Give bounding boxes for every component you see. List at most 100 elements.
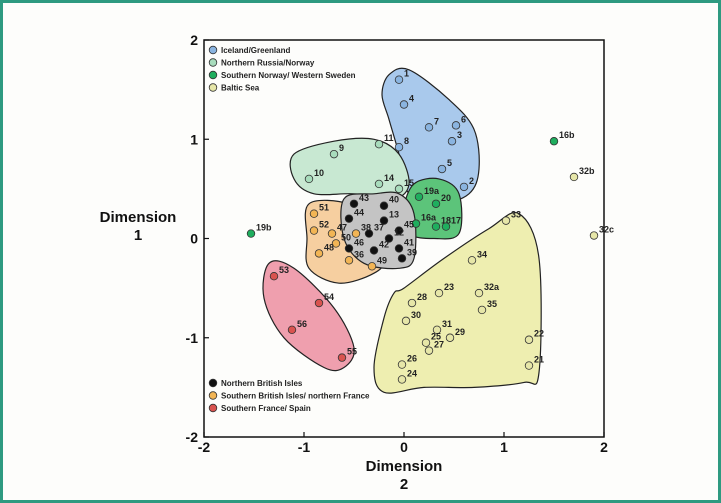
legend-swatch [208,45,218,55]
point-label: 14 [384,173,394,183]
x-tick-label: -1 [298,439,311,455]
point-label: 48 [324,242,334,252]
point-label: 4 [409,94,414,104]
point-label: 1 [404,69,409,79]
data-point [447,137,457,146]
data-point [394,244,404,253]
point-label: 39 [407,247,417,257]
x-tick-label: 2 [600,439,608,455]
legend-swatch [208,378,218,388]
cluster-region [373,211,542,394]
legend-bottom: Northern British Isles Southern British I… [208,378,370,413]
data-point [309,209,319,218]
point-label: 16a [421,213,437,223]
point-label: 7 [434,116,439,126]
point-label: 46 [354,237,364,247]
legend-swatch [208,58,218,67]
data-point [524,361,534,370]
point-label: 6 [461,114,466,124]
point-label: 15 [404,178,414,188]
point-label: 18 [441,216,451,226]
data-point [394,184,404,194]
data-point [524,335,534,344]
legend-swatch [208,83,218,92]
legend-entry: Southern France/ Spain [221,404,311,413]
point-label: 26 [407,354,417,364]
data-point [331,239,341,248]
data-point [384,234,394,243]
data-point [314,249,324,258]
x-tick-label: -2 [198,439,211,455]
data-point [344,244,354,253]
data-point [309,226,319,235]
x-tick-label: 1 [500,439,508,455]
point-label: 5 [447,158,452,168]
data-point [437,164,447,174]
legend-entry: Southern Norway/ Western Sweden [221,71,356,80]
point-label: 12 [394,228,404,238]
data-point [329,149,339,159]
point-label: 19b [256,223,272,233]
point-label: 24 [407,368,417,378]
legend-entry: Southern British Isles/ northern France [221,392,370,401]
legend-swatch [208,403,218,413]
point-label: 56 [297,319,307,329]
legend-entry: Iceland/Greenland [221,46,290,55]
point-label: 27 [434,340,444,350]
legend-entry: Northern Russia/Norway [221,59,315,68]
point-label: 32a [484,282,500,292]
data-point [364,229,374,238]
point-label: 32b [579,166,595,176]
data-point [569,172,579,182]
data-point [394,142,404,152]
cluster-region [289,137,410,200]
point-label: 40 [389,195,399,205]
data-point [424,346,434,355]
data-point [369,246,379,255]
data-point [351,229,361,238]
legend-entry: Baltic Sea [221,84,260,93]
point-label: 53 [279,265,289,275]
data-point [367,262,377,271]
point-label: 44 [354,208,364,218]
data-point [434,288,444,298]
point-label: 25 [431,332,441,342]
point-label: 8 [404,136,409,146]
point-label: 35 [487,299,497,309]
data-point [379,216,389,225]
data-point [459,182,469,192]
data-point [399,100,409,109]
y-tick-label: -2 [186,429,199,445]
data-point [474,288,484,298]
legend-swatch [208,391,218,400]
point-label: 30 [411,310,421,320]
data-point [432,325,442,335]
data-point [424,123,434,132]
point-label: 36 [354,249,364,259]
data-point [401,316,411,326]
data-point [337,353,347,362]
data-point [451,121,461,130]
point-label: 45 [404,220,414,230]
point-label: 52 [319,220,329,230]
data-point [314,298,324,308]
point-label: 10 [314,168,324,178]
y-tick-label: -1 [186,330,199,346]
point-label: 31 [442,319,452,329]
point-label: 2 [469,176,474,186]
cluster-regions [262,67,542,394]
legend-swatch [208,70,218,80]
point-label: 50 [341,232,351,242]
data-point [287,325,297,335]
point-label: 38 [361,223,371,233]
data-point [327,229,337,238]
data-point [397,360,407,369]
cluster-region [262,260,355,372]
x-tick-label: 0 [400,439,408,455]
point-label: 22 [534,329,544,339]
y-tick-label: 2 [190,32,198,48]
y-axis-label: Dimension 1 [100,209,177,244]
data-point [421,338,431,347]
